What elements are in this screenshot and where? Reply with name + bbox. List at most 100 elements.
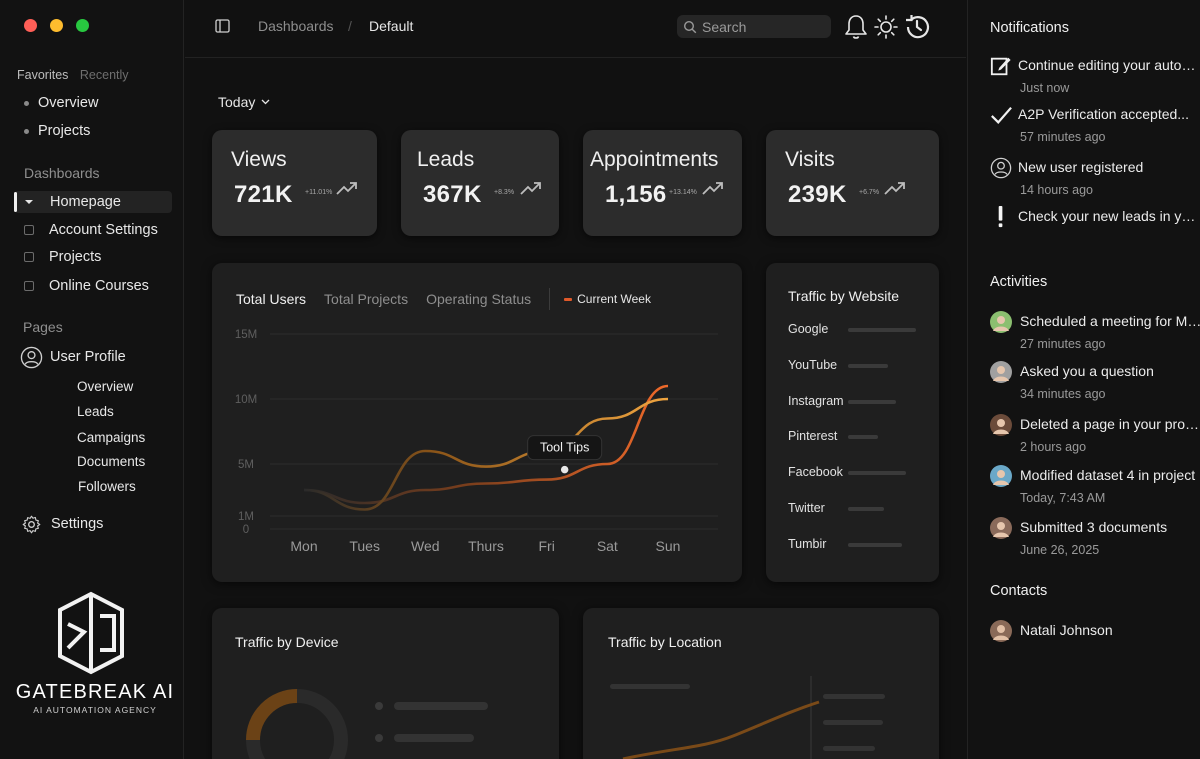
section-label-dashboards: Dashboards bbox=[24, 165, 100, 181]
tab-total-users[interactable]: Total Users bbox=[236, 291, 307, 307]
x-tick-label: Sun bbox=[656, 538, 681, 554]
subitem-campaigns[interactable]: Campaigns bbox=[77, 429, 146, 445]
notification-item[interactable]: Check your new leads in your pipeline bbox=[990, 206, 1200, 246]
search-icon bbox=[683, 20, 697, 33]
stat-card-appointments[interactable]: Appointments 1,156 +13.14% bbox=[583, 130, 742, 236]
window-controls bbox=[24, 19, 89, 32]
activity-item[interactable]: Submitted 3 documents June 26, 2025 bbox=[990, 517, 1200, 557]
x-tick-label: Fri bbox=[539, 538, 555, 554]
brand-logo: GATEBREAK AI AI AUTOMATION AGENCY bbox=[14, 590, 176, 715]
stat-card-leads[interactable]: Leads 367K +8.3% bbox=[401, 130, 559, 236]
activity-item[interactable]: Asked you a question 34 minutes ago bbox=[990, 361, 1200, 401]
sidebar-item-label: Settings bbox=[51, 516, 104, 532]
line-chart: 15M 10M 5M 1M0 Mon Tues Wed Thurs Fri Sat Sun Tool … bbox=[235, 329, 718, 554]
website-label: Google bbox=[788, 322, 829, 336]
traffic-by-location-card: Traffic by Location bbox=[583, 608, 939, 759]
checkbox-icon bbox=[24, 252, 34, 262]
y-tick-label: 5M bbox=[238, 459, 254, 471]
notification-time: 14 hours ago bbox=[1020, 183, 1093, 197]
activity-item[interactable]: Modified dataset 4 in project Today, 7:43… bbox=[990, 465, 1200, 505]
date-filter-dropdown[interactable]: Today bbox=[218, 94, 270, 110]
tab-total-projects[interactable]: Total Projects bbox=[324, 291, 409, 307]
active-item-highlight bbox=[14, 191, 172, 213]
website-bar bbox=[848, 471, 906, 475]
activity-avatar bbox=[990, 414, 1012, 436]
sidebar-toggle-icon[interactable] bbox=[215, 19, 230, 33]
sidebar-item-settings[interactable]: Settings bbox=[21, 513, 103, 535]
tab-favorites[interactable]: Favorites bbox=[17, 68, 69, 82]
subitem-overview[interactable]: Overview bbox=[77, 378, 134, 394]
history-icon[interactable] bbox=[903, 13, 931, 41]
activity-time: 2 hours ago bbox=[1020, 440, 1087, 454]
subitem-documents[interactable]: Documents bbox=[77, 453, 146, 469]
logo-mark-icon bbox=[58, 591, 124, 675]
x-tick-label: Wed bbox=[411, 538, 440, 554]
sidebar-item-label: Overview bbox=[38, 95, 99, 111]
contact-name: Natali Johnson bbox=[1020, 622, 1113, 638]
website-bar bbox=[848, 400, 896, 404]
brand-tagline: AI AUTOMATION AGENCY bbox=[33, 705, 157, 715]
contact-item[interactable]: Natali Johnson bbox=[990, 620, 1200, 660]
gear-icon bbox=[22, 515, 41, 533]
website-bar bbox=[848, 507, 884, 511]
stat-card-visits[interactable]: Visits 239K +6.7% bbox=[766, 130, 939, 236]
sidebar-item-account-settings[interactable]: Account Settings bbox=[24, 219, 158, 241]
sidebar-item-label: Projects bbox=[49, 249, 102, 265]
top-bar: Dashboards / Default bbox=[185, 0, 966, 58]
notification-item[interactable]: Continue editing your automation Just no… bbox=[990, 55, 1200, 95]
users-chart-card: Total Users Total Projects Operating Sta… bbox=[212, 263, 742, 582]
close-window-button[interactable] bbox=[24, 19, 37, 32]
bell-icon[interactable] bbox=[843, 13, 869, 41]
breadcrumb-default[interactable]: Default bbox=[369, 18, 414, 34]
notifications-title: Notifications bbox=[990, 20, 1069, 36]
stat-value: 721K bbox=[234, 181, 293, 208]
trend-up-icon bbox=[520, 182, 541, 195]
website-bar bbox=[848, 543, 902, 547]
breadcrumb-dashboards[interactable]: Dashboards bbox=[258, 18, 334, 34]
y-tick-label: 1M bbox=[238, 511, 254, 523]
device-donut-chart bbox=[246, 689, 488, 759]
subitem-followers[interactable]: Followers bbox=[78, 478, 136, 494]
search-input[interactable] bbox=[702, 18, 822, 35]
activity-item[interactable]: Deleted a page in your project 2 hours ag… bbox=[990, 414, 1200, 454]
breadcrumb-separator: / bbox=[348, 18, 352, 34]
traffic-location-title: Traffic by Location bbox=[608, 634, 722, 650]
sun-icon[interactable] bbox=[873, 14, 899, 40]
subitem-leads[interactable]: Leads bbox=[77, 403, 114, 419]
notification-item[interactable]: A2P Verification accepted... 57 minutes … bbox=[990, 104, 1200, 144]
sidebar-item-user-profile[interactable]: User Profile bbox=[20, 346, 126, 368]
bullet-icon bbox=[24, 128, 29, 134]
sidebar-item-label: Online Courses bbox=[49, 278, 149, 294]
stat-card-views[interactable]: Views 721K +11.01% bbox=[212, 130, 377, 236]
website-label: Facebook bbox=[788, 465, 843, 479]
sidebar-item-homepage[interactable]: Homepage bbox=[24, 191, 121, 213]
activity-item[interactable]: Scheduled a meeting for Monday 27 minutes… bbox=[990, 311, 1200, 351]
notification-item[interactable]: New user registered 14 hours ago bbox=[990, 157, 1200, 197]
activity-avatar bbox=[990, 311, 1012, 333]
traffic-website-title: Traffic by Website bbox=[788, 288, 900, 304]
traffic-device-title: Traffic by Device bbox=[235, 634, 339, 650]
activity-avatar bbox=[990, 465, 1012, 487]
maximize-window-button[interactable] bbox=[76, 19, 89, 32]
tab-recently[interactable]: Recently bbox=[79, 68, 129, 82]
stat-value: 1,156 bbox=[605, 181, 667, 208]
notification-text: New user registered bbox=[1018, 159, 1144, 175]
right-panel: Notifications Continue editing your auto… bbox=[967, 0, 1200, 759]
sidebar-item-projects[interactable]: Projects bbox=[24, 120, 90, 142]
sidebar-item-online-courses[interactable]: Online Courses bbox=[24, 275, 149, 297]
tab-operating-status[interactable]: Operating Status bbox=[426, 291, 532, 307]
search-box[interactable] bbox=[677, 15, 831, 38]
sidebar-item-overview[interactable]: Overview bbox=[24, 92, 98, 114]
website-label: Twitter bbox=[788, 501, 825, 515]
trend-up-icon bbox=[336, 182, 357, 195]
y-tick-label: 0 bbox=[243, 524, 249, 536]
sidebar-item-label: User Profile bbox=[50, 349, 126, 365]
activity-text: Scheduled a meeting for Monday bbox=[1020, 313, 1200, 329]
minimize-window-button[interactable] bbox=[50, 19, 63, 32]
notification-text: Check your new leads in your pipeline bbox=[1018, 208, 1200, 224]
legend-label: Current Week bbox=[577, 292, 651, 306]
sidebar-item-dash-projects[interactable]: Projects bbox=[24, 246, 101, 268]
y-tick-label: 15M bbox=[235, 329, 257, 341]
activity-avatar bbox=[990, 361, 1012, 383]
stat-delta: +13.14% bbox=[669, 189, 697, 196]
